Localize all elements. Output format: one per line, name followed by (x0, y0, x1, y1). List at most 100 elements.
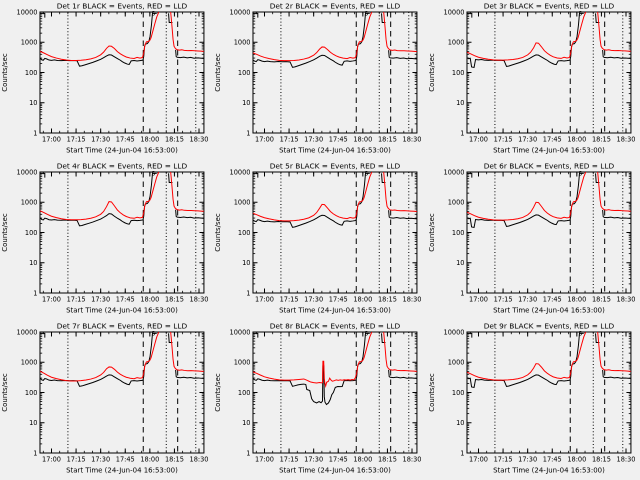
events-curve (39, 332, 46, 338)
y-tick-label: 1000 (447, 359, 464, 367)
y-tick-label: 100 (238, 229, 251, 237)
x-tick-label: 17:30 (91, 455, 110, 463)
events-curve (175, 369, 204, 380)
y-tick-label: 10000 (230, 168, 251, 176)
chart-svg-det-9r: Det 9r BLACK = Events, RED = LLD Start Ti… (428, 321, 635, 474)
y-tick-label: 1000 (21, 199, 38, 207)
panel-title: Det 2r BLACK = Events, RED = LLD (270, 1, 401, 10)
chart-panel-det-4r: Det 4r BLACK = Events, RED = LLD Start Ti… (0, 160, 213, 320)
x-tick-label: 17:45 (116, 295, 135, 303)
y-tick-label: 1 (460, 449, 464, 457)
plot-frame (252, 331, 418, 454)
x-axis-label: Start Time (24-Jun-04 16:53:00) (493, 466, 605, 474)
y-tick-label: 10000 (443, 328, 464, 336)
x-tick-label: 17:15 (280, 295, 299, 303)
panel-title: Det 6r BLACK = Events, RED = LLD (483, 161, 614, 170)
x-tick-label: 17:15 (67, 455, 86, 463)
x-tick-label: 17:30 (518, 455, 537, 463)
events-curve (388, 50, 418, 60)
y-tick-label: 1 (33, 289, 37, 297)
x-tick-label: 17:15 (493, 295, 512, 303)
events-curve (388, 369, 418, 379)
x-tick-label: 18:00 (567, 295, 586, 303)
x-tick-label: 17:00 (255, 295, 274, 303)
y-tick-label: 1000 (447, 39, 464, 47)
events-curve (253, 332, 371, 406)
x-tick-label: 18:30 (403, 135, 422, 143)
y-axis-label: Counts/sec (1, 373, 9, 412)
panel-title: Det 8r BLACK = Events, RED = LLD (270, 321, 401, 330)
chart-svg-det-4r: Det 4r BLACK = Events, RED = LLD Start Ti… (1, 161, 208, 314)
y-axis-label: Counts/sec (214, 213, 222, 252)
flag-letter: S (151, 10, 155, 17)
y-tick-label: 100 (238, 389, 251, 397)
x-tick-label: 18:00 (140, 295, 159, 303)
y-axis-label: Counts/sec (1, 53, 9, 92)
events-curve (601, 49, 631, 60)
panel-title: Det 9r BLACK = Events, RED = LLD (483, 321, 614, 330)
y-tick-label: 10000 (443, 8, 464, 16)
y-tick-label: 1000 (234, 199, 251, 207)
x-tick-label: 17:00 (42, 295, 61, 303)
chart-svg-det-8r: Det 8r BLACK = Events, RED = LLD Start Ti… (214, 321, 421, 474)
y-tick-label: 1 (247, 449, 251, 457)
flag-letter: S (365, 10, 369, 17)
y-axis-label: Counts/sec (428, 373, 436, 412)
events-curve (39, 172, 46, 178)
plot-frame (466, 11, 632, 134)
events-curve (466, 12, 472, 18)
x-tick-label: 17:00 (469, 295, 488, 303)
y-tick-label: 1 (460, 289, 464, 297)
flag-letter: S (365, 330, 369, 337)
y-axis-label: Counts/sec (214, 373, 222, 412)
y-tick-label: 10000 (17, 8, 38, 16)
y-tick-label: 10000 (230, 328, 251, 336)
lld-curve (383, 332, 418, 372)
y-tick-label: 10 (456, 419, 464, 427)
x-tick-label: 17:15 (493, 135, 512, 143)
lld-curve (596, 332, 631, 372)
x-tick-label: 18:15 (378, 455, 397, 463)
x-tick-label: 17:00 (255, 135, 274, 143)
x-tick-label: 18:15 (165, 455, 184, 463)
lld-curve (170, 332, 204, 372)
x-tick-label: 17:45 (116, 135, 135, 143)
x-axis-label: Start Time (24-Jun-04 16:53:00) (66, 306, 178, 314)
events-curve (388, 210, 418, 220)
x-tick-label: 17:30 (518, 295, 537, 303)
events-curve (253, 332, 259, 338)
panel-title: Det 5r BLACK = Events, RED = LLD (270, 161, 401, 170)
chart-svg-det-7r: Det 7r BLACK = Events, RED = LLD Start Ti… (1, 321, 208, 474)
events-curve (466, 172, 472, 178)
y-axis-label: Counts/sec (214, 53, 222, 92)
y-tick-label: 1 (33, 129, 37, 137)
y-tick-label: 10 (29, 419, 37, 427)
chart-svg-det-5r: Det 5r BLACK = Events, RED = LLD Start Ti… (214, 161, 421, 314)
y-tick-label: 10 (29, 99, 37, 107)
events-curve (253, 12, 259, 18)
y-tick-label: 1000 (447, 199, 464, 207)
x-tick-label: 18:15 (165, 135, 184, 143)
flag-letter: S (578, 330, 582, 337)
lld-curve (39, 12, 160, 61)
flag-letter: S (151, 330, 155, 337)
events-curve (466, 172, 584, 229)
x-axis-label: Start Time (24-Jun-04 16:53:00) (279, 466, 391, 474)
x-axis-label: Start Time (24-Jun-04 16:53:00) (66, 466, 178, 474)
chart-svg-det-1r: Det 1r BLACK = Events, RED = LLD Start Ti… (1, 1, 208, 154)
flag-letter: S (151, 170, 155, 177)
lld-curve (39, 332, 160, 382)
x-tick-label: 18:15 (165, 295, 184, 303)
chart-svg-det-2r: Det 2r BLACK = Events, RED = LLD Start Ti… (214, 1, 422, 154)
panel-title: Det 3r BLACK = Events, RED = LLD (483, 1, 614, 10)
y-tick-label: 100 (25, 389, 38, 397)
x-axis-label: Start Time (24-Jun-04 16:53:00) (279, 146, 391, 154)
y-tick-label: 10 (242, 419, 250, 427)
x-tick-label: 17:15 (280, 455, 299, 463)
panel-title: Det 7r BLACK = Events, RED = LLD (57, 321, 188, 330)
x-tick-label: 17:30 (518, 135, 537, 143)
lld-curve (596, 12, 631, 52)
chart-panel-det-2r: Det 2r BLACK = Events, RED = LLD Start Ti… (213, 0, 426, 160)
y-tick-label: 100 (25, 69, 38, 77)
y-tick-label: 10000 (230, 8, 251, 16)
